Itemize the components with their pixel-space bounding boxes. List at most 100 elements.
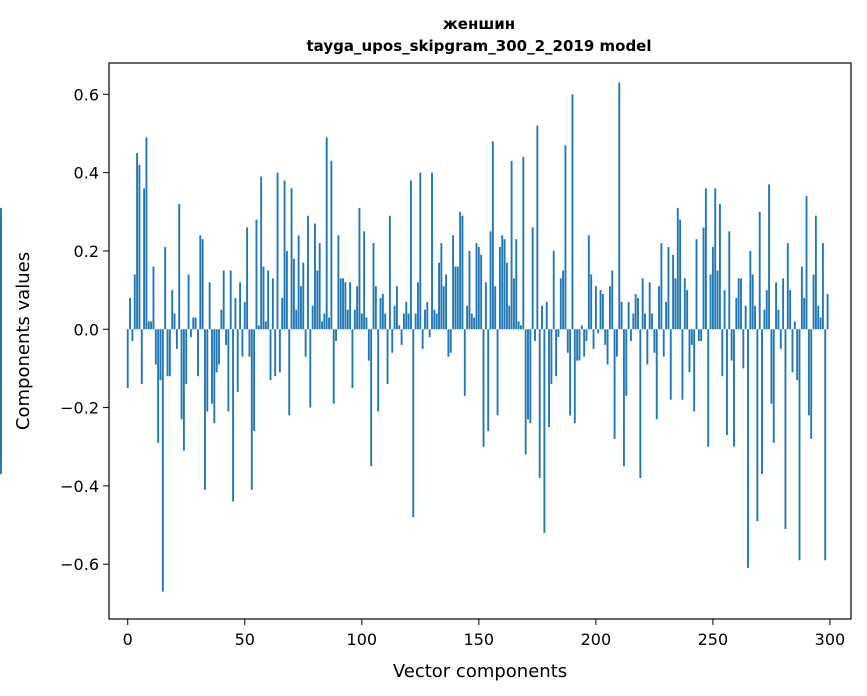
bar	[648, 282, 651, 330]
bar	[365, 317, 368, 330]
bar	[290, 188, 293, 330]
bar	[728, 231, 731, 330]
bar	[461, 215, 464, 330]
bar	[669, 329, 672, 400]
bar	[555, 329, 558, 377]
bar	[543, 329, 546, 533]
bar	[463, 329, 466, 396]
bar	[204, 329, 206, 490]
bar	[166, 329, 169, 377]
bar	[667, 247, 670, 330]
bar	[267, 270, 270, 330]
bar	[187, 274, 190, 330]
bar	[681, 329, 684, 400]
bar	[735, 297, 738, 330]
bar	[456, 266, 459, 330]
bar	[410, 180, 412, 330]
bar	[789, 290, 792, 330]
bar	[304, 329, 307, 357]
bar	[655, 329, 658, 420]
bar	[271, 278, 274, 330]
bar	[522, 156, 525, 330]
bar	[683, 278, 686, 330]
bar	[580, 325, 583, 330]
bar	[435, 313, 438, 330]
bar	[222, 270, 225, 330]
bar	[566, 329, 569, 353]
bar	[393, 305, 396, 330]
bar	[164, 247, 167, 330]
bar	[630, 329, 632, 341]
bar	[185, 329, 188, 385]
bar	[297, 235, 300, 330]
bar	[379, 297, 382, 330]
bar	[545, 301, 548, 330]
bar	[639, 329, 642, 479]
bar	[615, 329, 618, 357]
bar	[573, 329, 576, 424]
bar	[218, 329, 220, 365]
y-axis-label: Components values	[13, 252, 34, 430]
bar	[824, 329, 827, 561]
bar	[737, 278, 740, 330]
bar	[143, 188, 146, 330]
bar	[419, 172, 422, 330]
bar	[807, 329, 810, 416]
bar	[599, 290, 602, 330]
bar	[145, 137, 148, 330]
bar	[194, 317, 197, 330]
bar	[590, 274, 593, 330]
bar	[395, 286, 398, 330]
bar	[646, 329, 649, 365]
bar	[178, 203, 181, 330]
bar	[585, 329, 588, 341]
bar	[487, 329, 490, 432]
bar	[157, 329, 160, 443]
bar	[278, 329, 281, 373]
bar	[433, 309, 436, 330]
bar	[501, 235, 504, 330]
bar	[637, 297, 639, 330]
bar	[601, 294, 604, 330]
bar	[208, 282, 211, 330]
bar	[529, 329, 532, 424]
bar	[756, 329, 759, 522]
bar	[321, 321, 323, 330]
bar	[285, 250, 288, 330]
bar	[431, 172, 433, 330]
bar	[140, 329, 143, 385]
bar	[548, 329, 550, 428]
bar	[695, 239, 698, 330]
bar	[632, 313, 635, 330]
bar	[229, 270, 232, 330]
bar	[445, 274, 447, 330]
bar	[468, 250, 471, 330]
bar	[470, 313, 473, 330]
bar	[700, 329, 703, 341]
y-tick-label: 0.0	[74, 320, 99, 339]
bar	[234, 297, 237, 330]
bar	[707, 329, 710, 447]
bar	[459, 211, 462, 330]
bar	[810, 329, 813, 439]
bar	[812, 274, 815, 330]
bar	[309, 329, 312, 408]
bar	[527, 329, 529, 420]
bar	[400, 329, 403, 345]
bar	[826, 294, 829, 330]
bar	[356, 286, 359, 330]
bar	[0, 250, 2, 330]
bar	[550, 329, 553, 385]
bar	[693, 329, 696, 412]
bar	[367, 329, 370, 361]
bar	[136, 153, 139, 330]
bar	[751, 274, 754, 330]
bar	[199, 235, 202, 330]
bar	[744, 305, 747, 330]
bar	[325, 137, 328, 330]
bar	[531, 227, 534, 330]
bar	[674, 278, 677, 330]
bar	[302, 262, 305, 330]
bar	[517, 321, 520, 330]
bar	[578, 329, 581, 361]
